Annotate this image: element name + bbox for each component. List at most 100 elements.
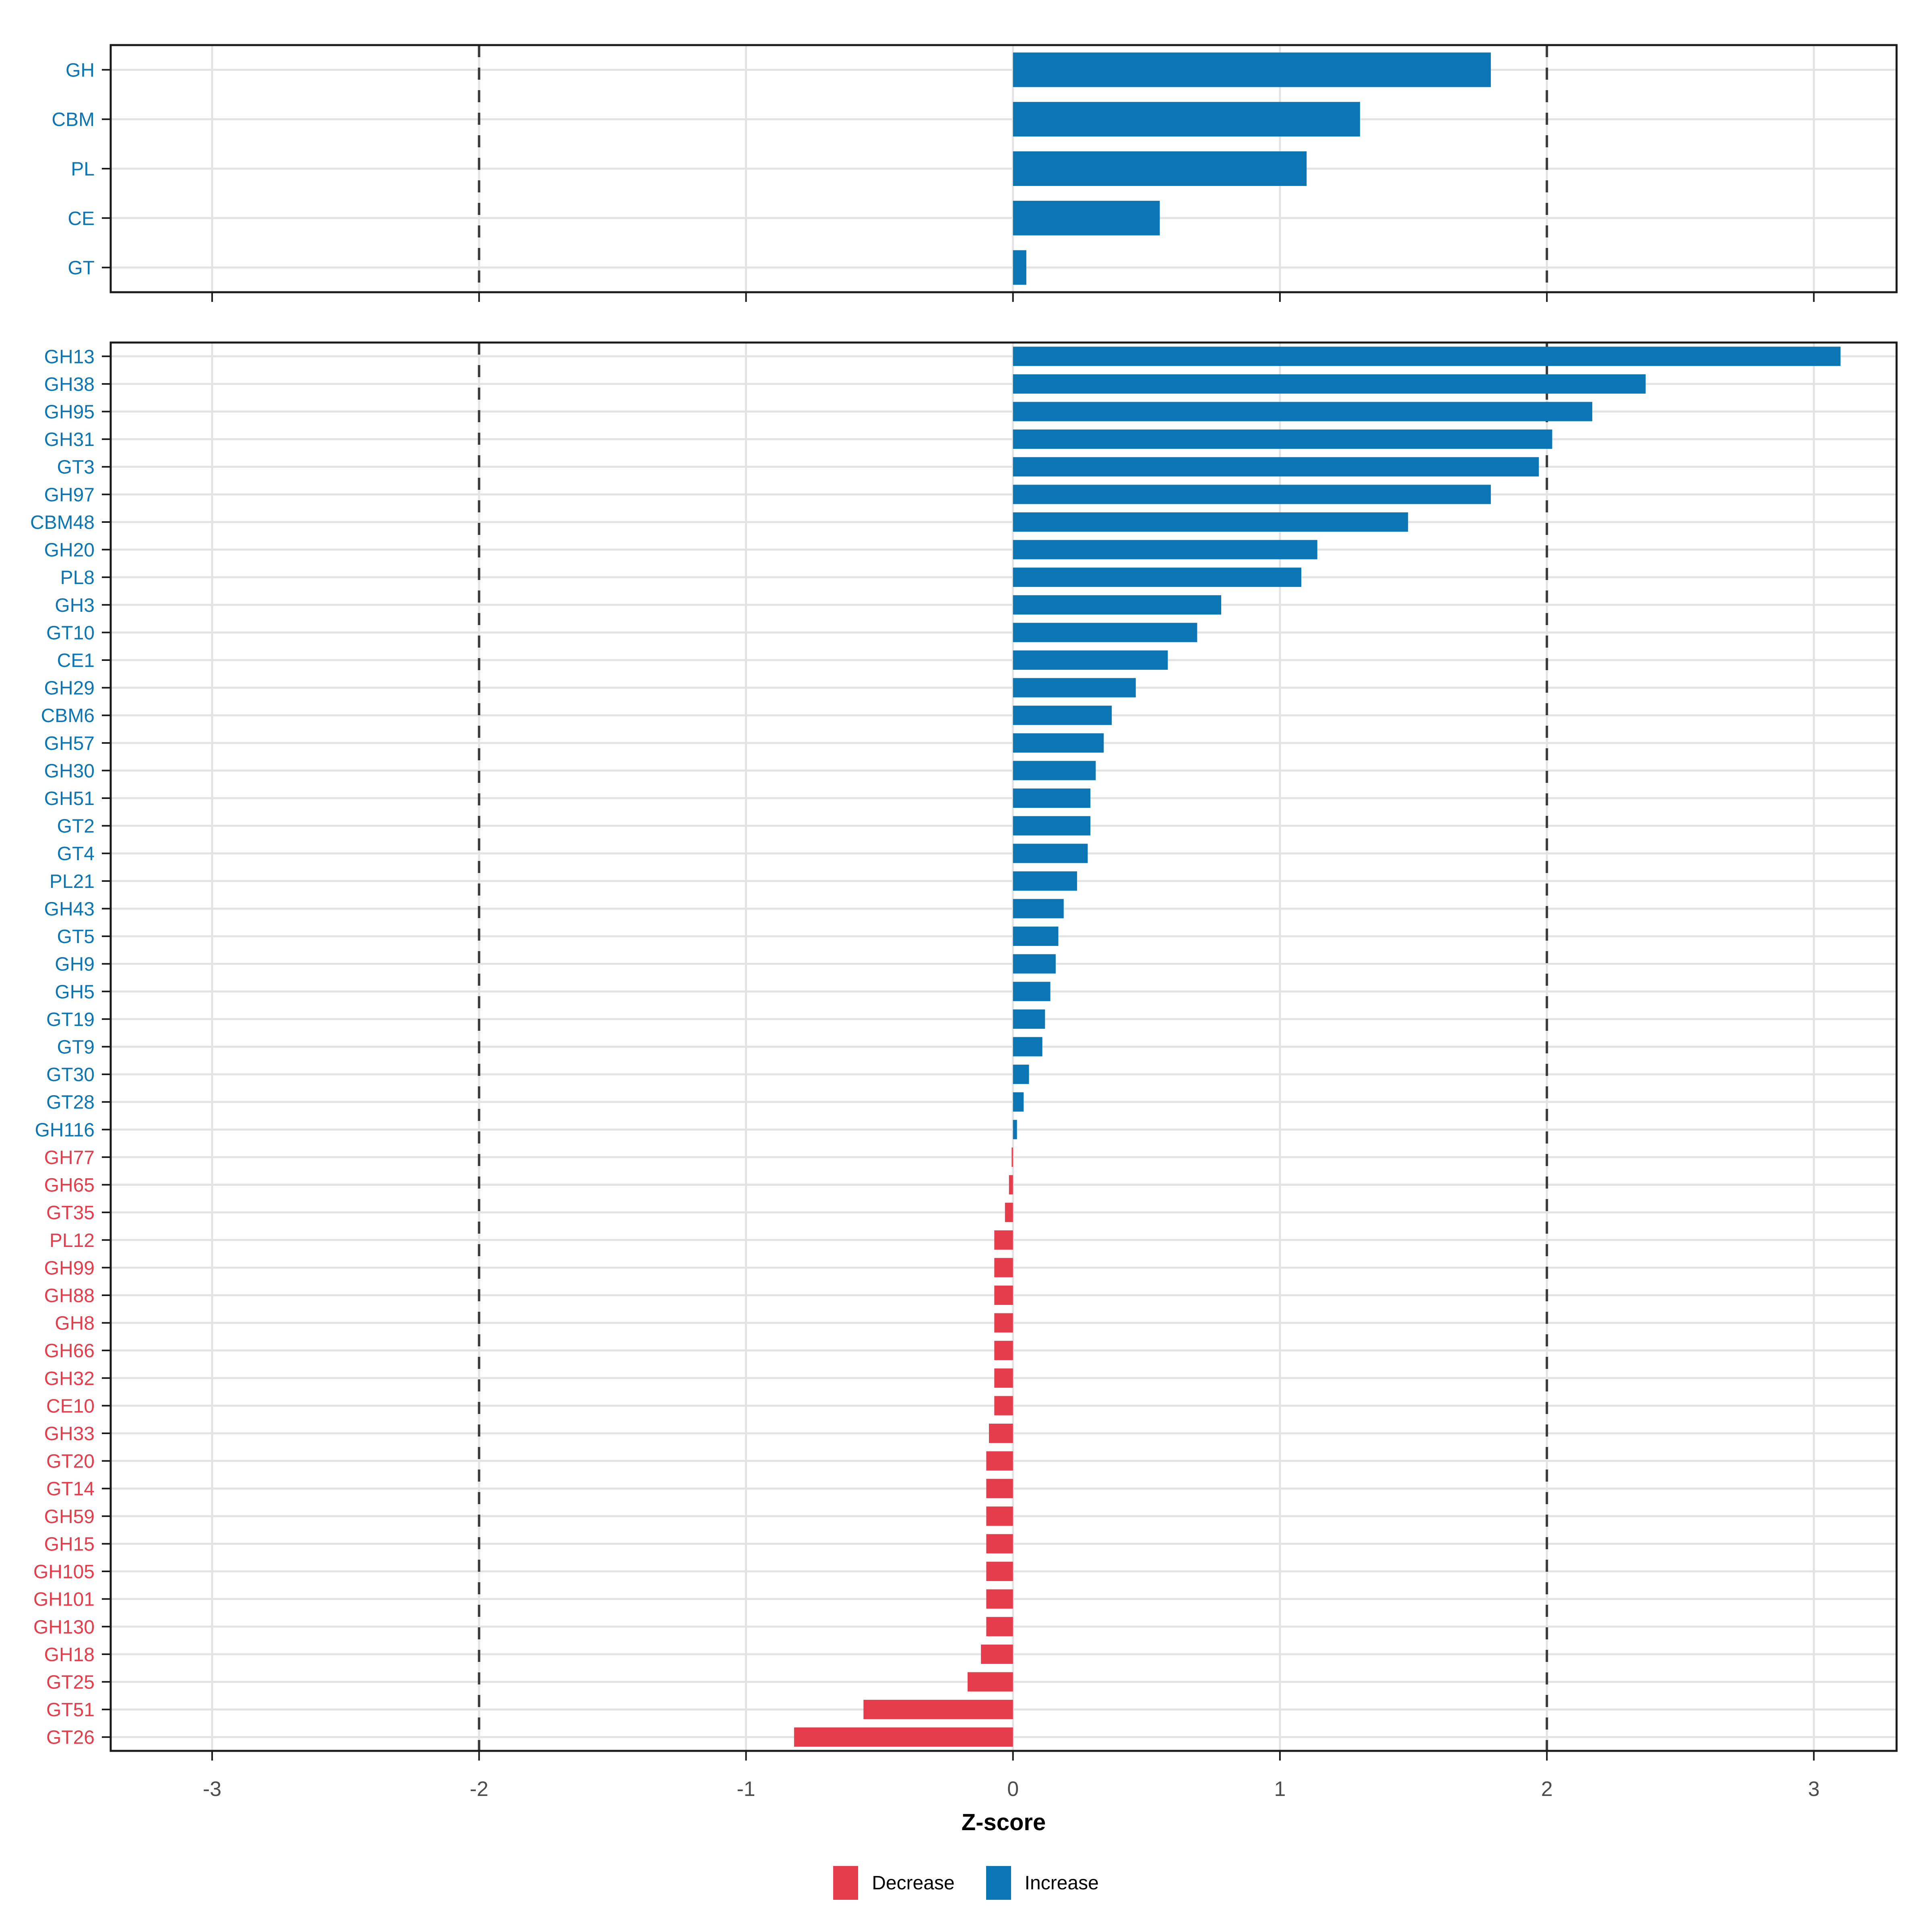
x-tick-label: 2	[1541, 1777, 1553, 1801]
legend-item-decrease: Decrease	[833, 1866, 955, 1900]
y-label-CBM48: CBM48	[30, 512, 95, 533]
bar-GH18	[981, 1644, 1013, 1664]
y-label-GH51: GH51	[44, 788, 95, 809]
x-tick-label: -2	[470, 1777, 488, 1801]
bar-GH15	[986, 1534, 1013, 1554]
y-label-GH8: GH8	[55, 1313, 95, 1334]
bar-GH51	[1013, 788, 1091, 808]
y-label-GH97: GH97	[44, 484, 95, 506]
bar-GH32	[994, 1368, 1013, 1388]
y-label-CE10: CE10	[46, 1395, 95, 1417]
x-tick-label: 3	[1808, 1777, 1820, 1801]
y-label-GH101: GH101	[33, 1589, 95, 1610]
bar-GH20	[1013, 540, 1317, 559]
bar-CE10	[994, 1396, 1013, 1416]
y-label-GH66: GH66	[44, 1340, 95, 1362]
y-label-GT3: GT3	[57, 457, 95, 478]
y-label-GH5: GH5	[55, 981, 95, 1003]
y-label-GT: GT	[68, 258, 95, 279]
y-label-GH31: GH31	[44, 429, 95, 450]
bar-GT35	[1005, 1203, 1013, 1222]
y-label-GH116: GH116	[35, 1119, 95, 1141]
bar-CBM	[1013, 102, 1360, 137]
bar-GH8	[994, 1313, 1013, 1333]
bar-GH31	[1013, 429, 1552, 449]
bar-GT3	[1013, 457, 1539, 477]
y-label-GH43: GH43	[44, 898, 95, 920]
y-label-GH9: GH9	[55, 954, 95, 975]
x-tick-label: 1	[1274, 1777, 1286, 1801]
y-label-GH59: GH59	[44, 1506, 95, 1527]
legend-item-increase: Increase	[986, 1866, 1099, 1900]
bar-CE1	[1013, 650, 1168, 670]
y-label-GH130: GH130	[33, 1616, 95, 1638]
bar-GT19	[1013, 1009, 1045, 1029]
bar-GH116	[1013, 1120, 1017, 1139]
x-tick-label: -1	[737, 1777, 755, 1801]
bar-PL21	[1013, 871, 1077, 891]
y-label-GH57: GH57	[44, 733, 95, 754]
x-axis-title: Z-score	[961, 1809, 1046, 1835]
bar-CBM48	[1013, 512, 1408, 532]
bar-GH130	[986, 1617, 1013, 1637]
legend-swatch-increase	[986, 1866, 1011, 1900]
bar-GH101	[986, 1589, 1013, 1609]
y-label-GT14: GT14	[46, 1478, 95, 1500]
y-label-GT26: GT26	[46, 1727, 95, 1748]
bar-GH57	[1013, 733, 1104, 753]
y-label-GH95: GH95	[44, 402, 95, 423]
bar-GT25	[967, 1672, 1013, 1692]
y-label-GH29: GH29	[44, 678, 95, 699]
bar-GH88	[994, 1285, 1013, 1305]
bar-GH5	[1013, 982, 1051, 1001]
legend-label-decrease: Decrease	[872, 1872, 955, 1894]
bar-PL8	[1013, 568, 1301, 587]
y-label-GH65: GH65	[44, 1175, 95, 1196]
x-tick-label: -3	[203, 1777, 221, 1801]
y-label-GT19: GT19	[46, 1009, 95, 1030]
y-label-GT35: GT35	[46, 1202, 95, 1224]
bar-GT26	[794, 1727, 1013, 1747]
bar-PL	[1013, 151, 1307, 186]
y-label-GT4: GT4	[57, 843, 95, 865]
bar-GH3	[1013, 595, 1222, 615]
bar-GH13	[1013, 347, 1841, 366]
y-label-GH38: GH38	[44, 374, 95, 395]
bar-GH30	[1013, 761, 1096, 780]
y-label-GH3: GH3	[55, 595, 95, 616]
bar-GT14	[986, 1479, 1013, 1499]
bar-GT20	[986, 1451, 1013, 1471]
y-label-GH99: GH99	[44, 1257, 95, 1279]
bar-GT2	[1013, 816, 1091, 836]
y-label-GT9: GT9	[57, 1037, 95, 1058]
bar-CE	[1013, 200, 1160, 235]
bar-PL12	[994, 1230, 1013, 1250]
y-label-CBM6: CBM6	[41, 705, 95, 727]
legend: Decrease Increase	[0, 1866, 1932, 1900]
y-label-PL21: PL21	[50, 871, 95, 892]
y-label-GH88: GH88	[44, 1285, 95, 1307]
y-label-CBM: CBM	[52, 109, 95, 130]
y-label-GH13: GH13	[44, 346, 95, 367]
y-label-GT20: GT20	[46, 1451, 95, 1472]
bar-GT10	[1013, 623, 1197, 642]
legend-label-increase: Increase	[1024, 1872, 1099, 1894]
y-label-GT25: GT25	[46, 1672, 95, 1693]
bar-GT51	[863, 1700, 1013, 1719]
y-label-PL8: PL8	[60, 567, 95, 588]
bar-GT9	[1013, 1037, 1042, 1057]
y-label-GH105: GH105	[33, 1561, 95, 1583]
bar-GT4	[1013, 844, 1088, 863]
bar-GH95	[1013, 402, 1592, 421]
bar-GH65	[1009, 1175, 1013, 1195]
y-label-PL: PL	[71, 159, 95, 180]
y-label-GH32: GH32	[44, 1368, 95, 1389]
bar-GH43	[1013, 899, 1064, 919]
y-label-GT2: GT2	[57, 816, 95, 837]
bar-GH77	[1011, 1147, 1013, 1167]
y-label-CE: CE	[68, 208, 95, 229]
y-label-GT5: GT5	[57, 926, 95, 947]
bar-GH97	[1013, 485, 1491, 504]
